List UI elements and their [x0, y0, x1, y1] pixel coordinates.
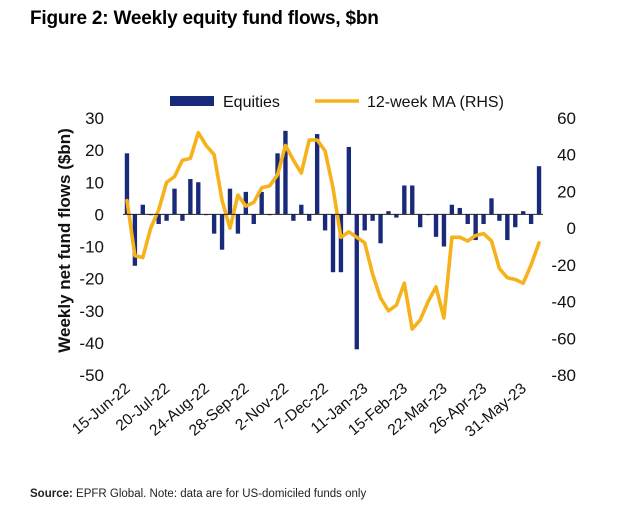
- equities-bar: [457, 207, 462, 215]
- equities-bar: [188, 179, 193, 215]
- y-tick-label: -20: [79, 270, 104, 289]
- equities-bar: [378, 214, 383, 244]
- y2-tick-label: 20: [557, 182, 576, 201]
- y-tick-label: 10: [85, 173, 104, 192]
- equities-bar: [362, 214, 367, 231]
- equities-bar: [259, 191, 264, 215]
- equities-bar: [497, 214, 502, 221]
- y-tick-label: -50: [79, 366, 104, 385]
- equities-bar: [433, 214, 439, 237]
- equities-bar: [156, 214, 161, 225]
- equities-bar: [394, 214, 399, 218]
- equities-bar: [299, 204, 304, 215]
- equities-bar: [370, 214, 375, 221]
- equities-bar: [307, 214, 312, 221]
- equities-bar: [291, 214, 296, 221]
- source-label: Source:: [30, 488, 73, 500]
- equities-bar: [180, 214, 185, 221]
- equities-bar: [275, 153, 280, 215]
- y2-tick-label: 0: [567, 219, 576, 238]
- y2-tick-label: -80: [551, 366, 576, 385]
- legend-label-ma: 12-week MA (RHS): [367, 94, 504, 111]
- equities-bar: [386, 211, 391, 215]
- source-text: EPFR Global. Note: data are for US-domic…: [76, 488, 367, 500]
- equities-bar: [322, 214, 328, 231]
- y2-tick-label: 40: [557, 146, 576, 165]
- equities-bar: [346, 146, 352, 215]
- equities-bar: [481, 214, 486, 225]
- equities-bar: [196, 182, 201, 215]
- equities-bar: [211, 214, 217, 234]
- equities-bar: [330, 214, 336, 273]
- y-tick-label: 30: [85, 109, 104, 128]
- equities-bar: [164, 214, 169, 221]
- ma-line: [125, 130, 541, 331]
- equities-bar: [132, 214, 138, 266]
- equities-bar: [513, 214, 518, 228]
- equities-bar: [283, 130, 288, 215]
- equities-bar: [473, 214, 478, 241]
- equities-bar: [227, 188, 233, 215]
- y2-tick-label: -20: [551, 256, 576, 275]
- equities-bar: [410, 185, 415, 215]
- source-note: Source: EPFR Global. Note: data are for …: [30, 488, 366, 500]
- equities-bars: [124, 130, 542, 350]
- y-tick-label: -40: [79, 334, 104, 353]
- chart-title: Figure 2: Weekly equity fund flows, $bn: [30, 8, 379, 29]
- y-tick-label: -30: [79, 302, 104, 321]
- y2-tick-label: -60: [551, 329, 576, 348]
- equities-bar: [536, 166, 542, 215]
- equities-bar: [402, 185, 407, 215]
- equities-bar: [489, 198, 494, 215]
- y-tick-label: 20: [85, 141, 104, 160]
- equities-bar: [354, 214, 359, 350]
- y2-tick-label: -40: [551, 293, 576, 312]
- equities-bar: [465, 214, 470, 225]
- equities-bar: [528, 214, 534, 225]
- legend-label-equities: Equities: [223, 94, 280, 111]
- y2-tick-label: 60: [557, 109, 576, 128]
- y-axis-label: Weekly net fund flows ($bn): [55, 128, 74, 352]
- y-tick-label: 0: [95, 205, 104, 224]
- equities-bar: [441, 214, 447, 247]
- legend-swatch-equities: [170, 96, 214, 106]
- legend: Equities 12-week MA (RHS): [170, 94, 504, 111]
- ma-line-layer: [125, 130, 541, 331]
- equities-bar: [338, 214, 344, 273]
- equities-bar: [505, 214, 510, 241]
- equities-bar: [140, 204, 145, 215]
- equities-bar: [417, 214, 423, 228]
- equities-bar: [235, 214, 241, 234]
- equities-bar: [124, 153, 130, 215]
- equities-bar: [219, 214, 225, 250]
- equities-bar: [449, 204, 455, 215]
- equities-bar: [521, 211, 526, 215]
- equities-bar: [172, 188, 177, 215]
- y-tick-label: -10: [79, 238, 104, 257]
- equities-bar: [251, 214, 256, 225]
- equities-bar: [314, 134, 320, 215]
